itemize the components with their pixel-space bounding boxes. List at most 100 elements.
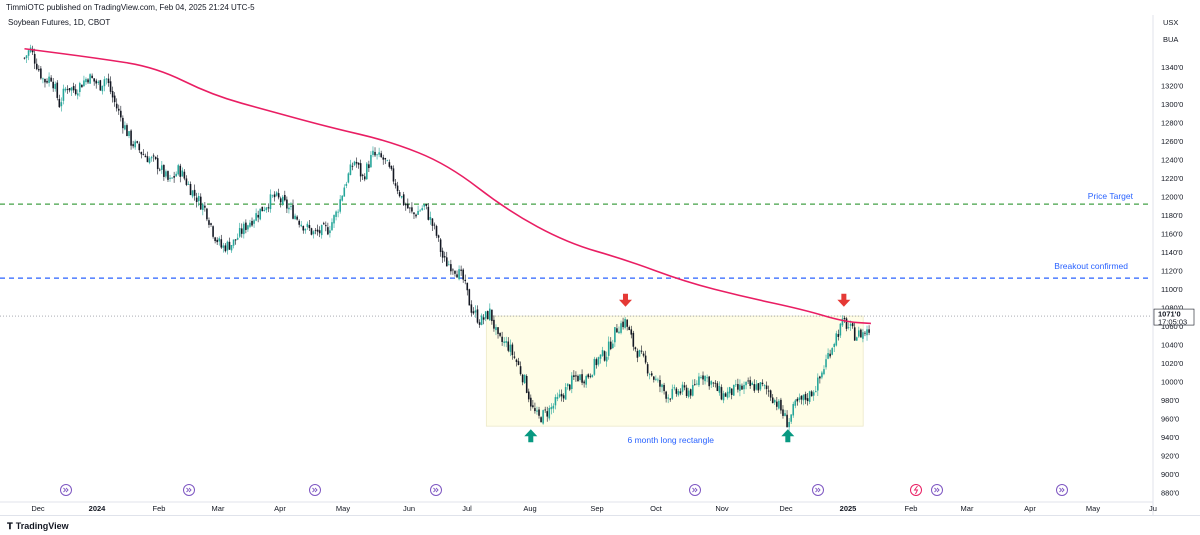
candle-body <box>599 354 602 359</box>
candle-body <box>437 235 440 238</box>
price-tick-label: 1340'0 <box>1161 63 1183 72</box>
candle-body <box>325 225 327 227</box>
candle-body <box>382 157 385 160</box>
time-tick-label: Ju <box>1149 504 1157 513</box>
footer-bar: 𝐓 TradingView <box>0 515 1200 535</box>
candle-body <box>271 195 274 197</box>
candle-body <box>226 241 229 251</box>
candle-body <box>253 220 255 224</box>
candle-body <box>398 192 401 197</box>
candle-body <box>835 333 838 346</box>
candle-body <box>669 398 672 400</box>
candle-body <box>359 163 362 177</box>
candle-body <box>827 353 829 359</box>
candle-body <box>208 220 210 225</box>
candle-body <box>612 343 614 349</box>
candle-body <box>521 374 524 383</box>
candle-body <box>546 411 549 417</box>
candle-body <box>142 154 145 155</box>
plot-background[interactable] <box>0 15 1152 502</box>
price-tick-label: 1000'0 <box>1161 377 1183 386</box>
candle-body <box>392 168 395 182</box>
candle-body <box>413 212 415 215</box>
current-price-tag <box>1153 308 1195 326</box>
candle-body <box>691 385 694 396</box>
candle-body <box>83 80 85 87</box>
candle-body <box>493 319 495 329</box>
candle-body <box>74 89 77 95</box>
candle-body <box>70 87 73 91</box>
candle-body <box>722 393 725 401</box>
candle-body <box>218 238 221 242</box>
candle-body <box>730 388 733 395</box>
candle-body <box>165 171 167 177</box>
candle-body <box>568 384 571 390</box>
candle-body <box>435 226 438 236</box>
candle-body <box>46 80 48 83</box>
candle-body <box>499 332 501 336</box>
moving-average-line[interactable] <box>24 47 871 325</box>
candle-body <box>58 98 61 108</box>
candle-body <box>605 356 608 362</box>
candle-body <box>829 353 831 357</box>
candle-body <box>497 327 499 334</box>
candle-body <box>68 88 71 91</box>
candle-body <box>527 391 530 400</box>
symbol-title: Soybean Futures, 1D, CBOT <box>8 18 111 27</box>
candle-body <box>130 130 132 146</box>
candle-body <box>433 224 436 226</box>
candle-body <box>761 382 764 385</box>
candle-body <box>716 383 719 391</box>
candlestick-series[interactable] <box>23 44 870 432</box>
chart-svg[interactable]: Price Target Breakout confirmed 6 month lo… <box>0 15 1200 515</box>
candle-body <box>646 364 649 374</box>
candle-body <box>618 331 620 334</box>
candle-body <box>314 229 317 231</box>
candle-body <box>267 207 270 209</box>
candle-body <box>825 359 827 368</box>
candle-body <box>388 162 391 167</box>
candle-body <box>429 216 432 220</box>
candle-body <box>443 256 446 258</box>
candle-body <box>163 165 165 177</box>
lightning-icon <box>913 485 919 495</box>
candle-body <box>540 417 542 423</box>
candle-body <box>773 400 776 403</box>
candle-body <box>655 378 657 380</box>
candle-body <box>585 375 587 385</box>
candle-body <box>302 225 305 231</box>
candle-body <box>236 237 239 240</box>
candle-body <box>810 391 813 397</box>
candle-body <box>454 270 456 274</box>
candle-body <box>431 218 434 226</box>
candle-body <box>138 143 141 151</box>
candle-body <box>161 165 163 170</box>
candle-body <box>337 211 339 213</box>
time-tick-label: Feb <box>905 504 918 513</box>
event-chevron-icon <box>63 487 69 493</box>
candle-body <box>452 269 454 271</box>
candle-body <box>726 391 729 398</box>
candle-body <box>224 245 227 252</box>
candle-body <box>33 53 36 64</box>
candle-body <box>708 376 710 387</box>
tradingview-logo[interactable]: 𝐓 TradingView <box>7 521 69 532</box>
candle-body <box>702 375 704 380</box>
candle-body <box>169 177 171 179</box>
candle-body <box>534 408 536 412</box>
candle-body <box>263 209 266 211</box>
candle-body <box>361 174 364 176</box>
candle-body <box>415 214 417 217</box>
candle-body <box>583 381 585 384</box>
candle-body <box>64 88 67 91</box>
candle-body <box>648 374 651 375</box>
candle-body <box>728 387 731 394</box>
candle-body <box>89 74 91 84</box>
candle-body <box>845 318 848 329</box>
candle-body <box>632 332 635 347</box>
candle-body <box>653 376 655 380</box>
chart-area[interactable]: Price Target Breakout confirmed 6 month lo… <box>0 15 1200 515</box>
candle-body <box>421 208 423 210</box>
rectangle-pattern[interactable] <box>485 315 864 427</box>
time-tick-label: Dec <box>31 504 45 513</box>
